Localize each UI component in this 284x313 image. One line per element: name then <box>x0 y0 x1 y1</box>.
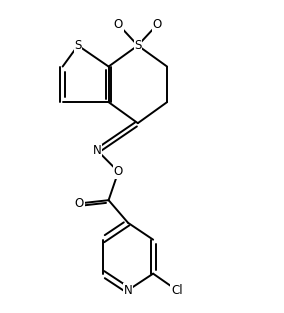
Text: N: N <box>93 144 102 157</box>
Text: O: O <box>153 18 162 31</box>
Text: S: S <box>74 39 82 52</box>
Text: S: S <box>134 39 141 52</box>
Text: O: O <box>114 18 123 31</box>
Text: O: O <box>75 197 84 210</box>
Text: O: O <box>114 165 123 178</box>
Text: N: N <box>124 284 132 297</box>
Text: Cl: Cl <box>171 284 183 297</box>
